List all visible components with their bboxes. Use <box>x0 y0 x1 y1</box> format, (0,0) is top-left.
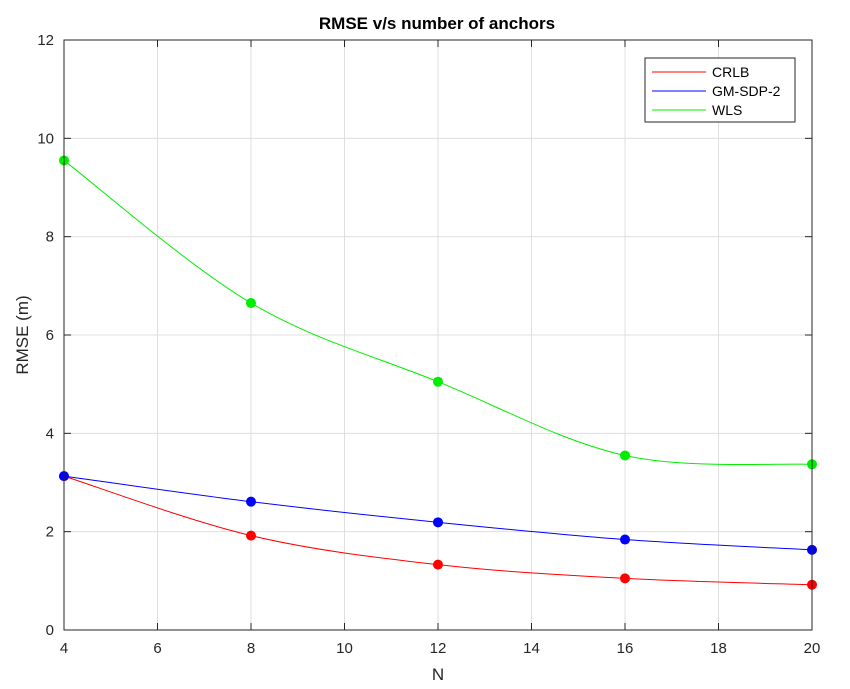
x-tick-label: 6 <box>153 640 161 657</box>
data-point-crlb <box>433 559 443 570</box>
legend-box <box>644 57 796 123</box>
data-point-crlb <box>620 573 630 584</box>
series-points <box>59 155 817 590</box>
y-axis: 0 2 4 6 8 10 12 <box>37 32 812 639</box>
grid <box>64 40 812 630</box>
legend-label-crlb: CRLB <box>712 64 749 80</box>
data-point-gm-sdp-2 <box>246 496 256 507</box>
x-tick-label: 16 <box>617 640 634 657</box>
data-point-wls <box>433 376 443 387</box>
legend-label-wls: WLS <box>712 102 742 118</box>
data-point-wls <box>620 450 630 461</box>
data-point-wls <box>246 298 256 309</box>
legend: CRLB GM-SDP-2 WLS <box>644 57 796 123</box>
y-tick-label: 12 <box>37 32 54 49</box>
x-tick-label: 20 <box>804 640 821 657</box>
data-point-gm-sdp-2 <box>620 534 630 545</box>
chart-title: RMSE v/s number of anchors <box>319 14 555 33</box>
x-tick-label: 12 <box>430 640 447 657</box>
x-tick-label: 14 <box>523 640 540 657</box>
x-tick-label: 18 <box>710 640 727 657</box>
y-tick-label: 10 <box>37 130 54 147</box>
x-axis: 4 6 8 10 12 14 16 18 20 <box>60 40 821 657</box>
y-tick-label: 6 <box>46 327 54 344</box>
y-axis-label: RMSE (m) <box>13 295 32 374</box>
y-tick-label: 2 <box>46 524 54 541</box>
y-tick-label: 4 <box>46 425 54 442</box>
y-tick-label: 8 <box>46 229 54 246</box>
data-point-crlb <box>246 530 256 541</box>
data-point-gm-sdp-2 <box>433 517 443 528</box>
y-tick-label: 0 <box>46 622 54 639</box>
x-axis-label: N <box>432 665 444 684</box>
x-tick-label: 4 <box>60 640 68 657</box>
x-tick-label: 10 <box>336 640 353 657</box>
legend-label-gm-sdp-2: GM-SDP-2 <box>712 83 781 99</box>
x-tick-label: 8 <box>247 640 255 657</box>
